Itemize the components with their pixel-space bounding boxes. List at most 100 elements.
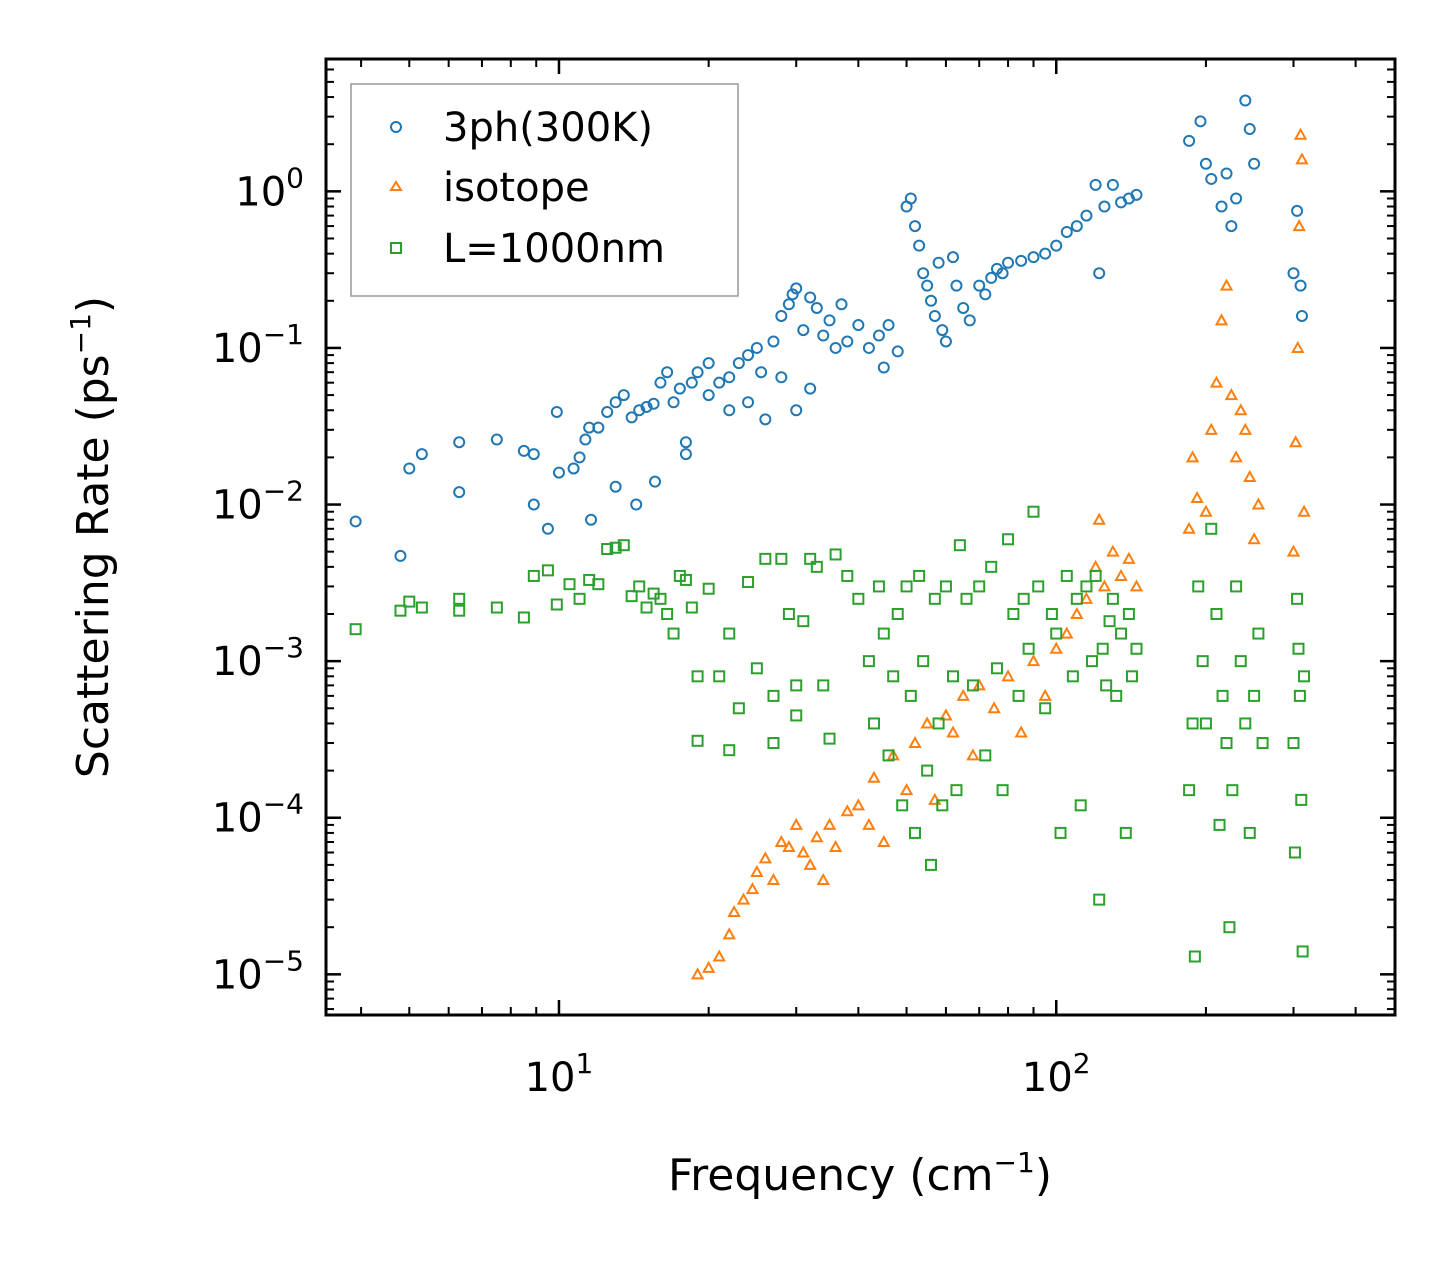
point-l1000nm (1248, 689, 1261, 702)
point-l1000nm (1080, 580, 1093, 593)
point-isotope (1106, 544, 1120, 557)
point-l1000nm (1103, 615, 1116, 628)
point-l1000nm (947, 670, 960, 683)
point-l1000nm (1039, 702, 1052, 715)
point-3ph (1225, 220, 1238, 233)
point-isotope (1092, 512, 1106, 525)
point-3ph (1295, 309, 1308, 322)
legend-marker-l1000nm (390, 242, 402, 254)
point-l1000nm (1199, 717, 1212, 730)
point-isotope (972, 678, 986, 691)
point-isotope (1114, 568, 1128, 581)
legend-label-l1000nm: L=1000nm (443, 226, 665, 272)
point-3ph (1060, 226, 1073, 239)
point-isotope (1234, 403, 1248, 416)
point-l1000nm (797, 615, 810, 628)
point-isotope (1292, 219, 1306, 232)
point-l1000nm (1296, 945, 1309, 958)
point-3ph (1080, 209, 1093, 222)
point-l1000nm (742, 576, 755, 589)
point-3ph (947, 251, 960, 264)
point-3ph (573, 451, 586, 464)
point-l1000nm (867, 717, 880, 730)
point-3ph (1215, 200, 1228, 213)
point-l1000nm (775, 552, 788, 565)
point-l1000nm (804, 552, 817, 565)
point-l1000nm (891, 608, 904, 621)
point-isotope (987, 701, 1001, 714)
point-l1000nm (862, 655, 875, 668)
point-l1000nm (1298, 670, 1311, 683)
point-l1000nm (685, 601, 698, 614)
point-3ph (810, 301, 823, 314)
point-3ph (1183, 134, 1196, 147)
point-l1000nm (936, 799, 949, 812)
point-3ph (1093, 267, 1106, 280)
point-isotope (1097, 579, 1112, 592)
legend-marker-3ph (390, 121, 402, 133)
point-3ph (804, 382, 817, 395)
point-l1000nm (960, 592, 973, 605)
point-3ph (1106, 178, 1119, 191)
point-l1000nm (1122, 608, 1135, 621)
y-tick-label: 100 (235, 161, 304, 215)
point-3ph (829, 341, 842, 354)
point-isotope (908, 735, 922, 749)
point-isotope (1297, 504, 1311, 517)
point-3ph (1039, 247, 1052, 260)
point-3ph (936, 324, 949, 337)
point-l1000nm (563, 578, 576, 591)
point-3ph (394, 549, 407, 562)
point-isotope (828, 839, 843, 853)
point-3ph (527, 498, 540, 511)
series-circle (349, 94, 1308, 562)
point-l1000nm (1070, 592, 1083, 605)
point-isotope (766, 872, 781, 886)
point-l1000nm (985, 560, 998, 573)
point-l1000nm (990, 662, 1003, 675)
x-tick-label: 101 (525, 1047, 594, 1101)
point-3ph (541, 522, 554, 535)
point-isotope (946, 725, 960, 738)
point-isotope (1060, 626, 1074, 639)
point-3ph (1248, 157, 1261, 170)
point-3ph (1070, 220, 1083, 233)
point-isotope (867, 770, 881, 783)
point-3ph (625, 411, 638, 424)
point-l1000nm (1074, 799, 1087, 812)
point-3ph (732, 357, 745, 370)
point-l1000nm (817, 679, 830, 692)
point-l1000nm (950, 784, 963, 797)
point-l1000nm (1213, 818, 1226, 831)
point-3ph (630, 498, 643, 511)
point-3ph (1239, 94, 1252, 107)
point-3ph (490, 433, 503, 446)
point-l1000nm (702, 582, 715, 595)
point-3ph (1287, 267, 1300, 280)
point-l1000nm (517, 611, 530, 624)
point-3ph (917, 267, 930, 280)
point-l1000nm (541, 564, 554, 577)
point-3ph (742, 349, 755, 362)
point-3ph (1294, 279, 1307, 292)
point-isotope (1182, 521, 1196, 534)
point-isotope (736, 892, 751, 905)
point-isotope (796, 845, 811, 858)
point-3ph (1002, 256, 1015, 269)
point-isotope (803, 857, 817, 870)
point-l1000nm (953, 539, 966, 552)
point-isotope (822, 817, 837, 830)
point-l1000nm (829, 548, 842, 561)
point-isotope (1204, 422, 1218, 435)
point-l1000nm (1054, 826, 1067, 839)
point-l1000nm (1196, 655, 1209, 668)
point-3ph (691, 366, 704, 379)
point-l1000nm (790, 679, 803, 692)
point-3ph (661, 366, 674, 379)
point-3ph (349, 515, 362, 528)
point-isotope (1288, 435, 1303, 448)
point-3ph (904, 192, 917, 205)
point-3ph (939, 335, 952, 348)
point-3ph (1130, 188, 1143, 201)
point-l1000nm (1183, 784, 1196, 797)
